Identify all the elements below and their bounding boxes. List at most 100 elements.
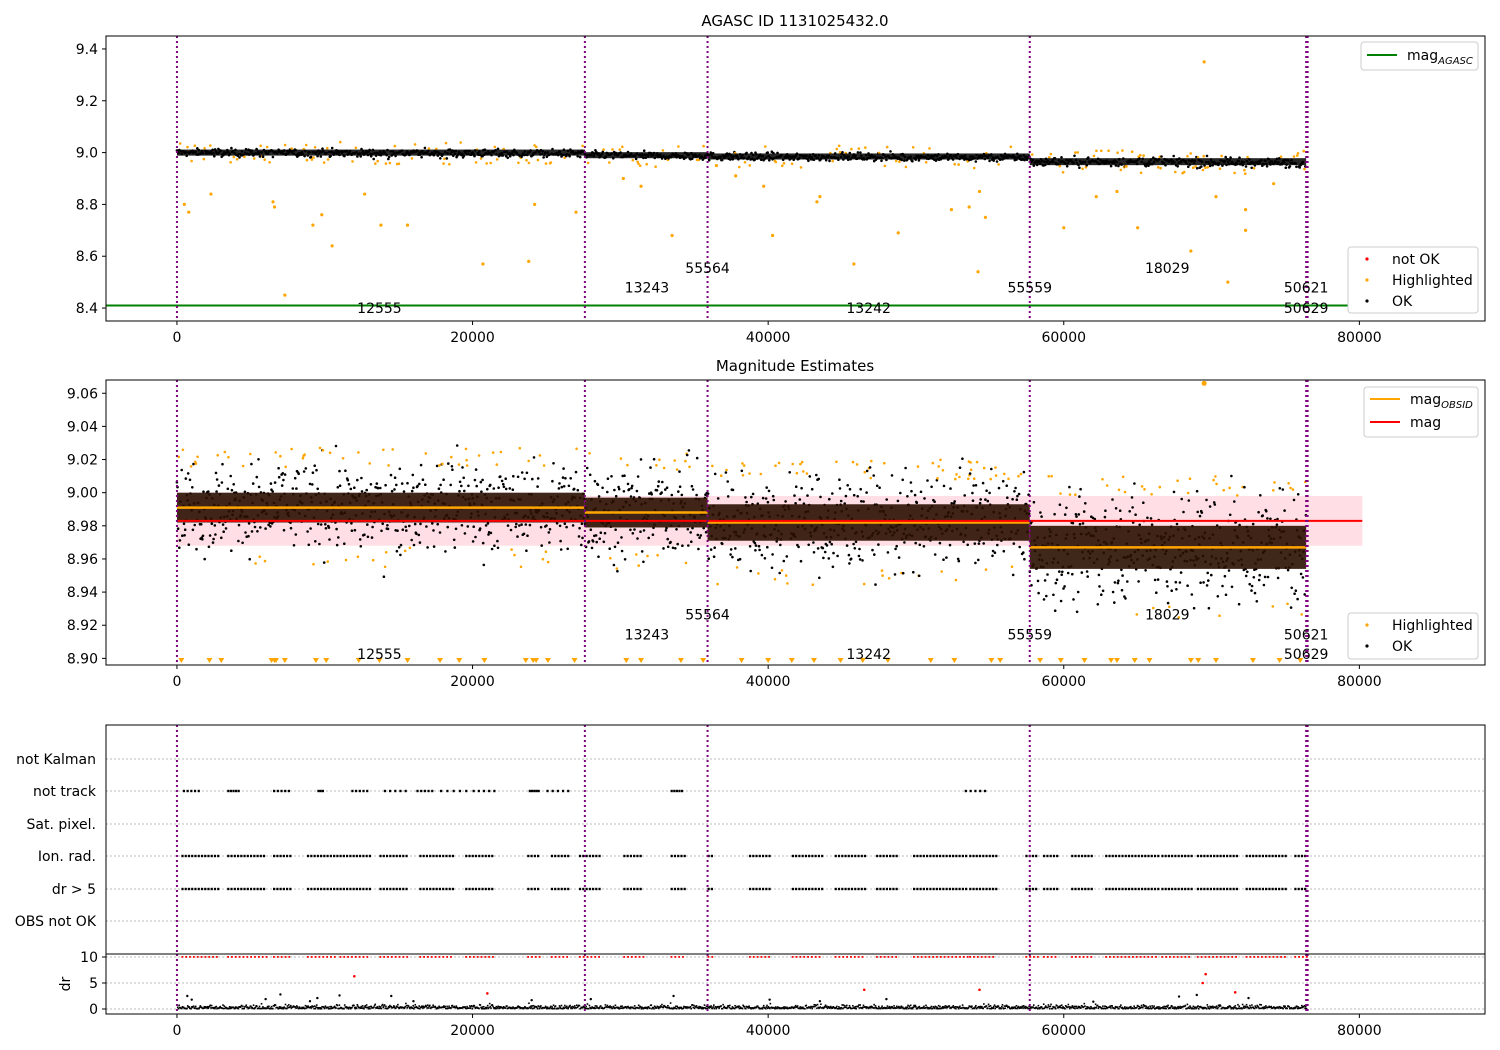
ok-point bbox=[195, 547, 198, 551]
dr-gt-5-point bbox=[313, 887, 316, 891]
dr-gt-5-point bbox=[1180, 887, 1184, 891]
dr-gt-5-point bbox=[939, 887, 942, 891]
ok-point bbox=[1257, 578, 1261, 582]
highlighted-point bbox=[1143, 487, 1146, 491]
dr-gt-5-point bbox=[768, 887, 771, 891]
ok-point bbox=[264, 527, 267, 530]
highlighted-point bbox=[186, 145, 189, 149]
ok-point bbox=[816, 547, 820, 550]
ok-point bbox=[1165, 580, 1169, 583]
ion-rad-point bbox=[422, 854, 425, 858]
highlighted-point bbox=[1061, 171, 1065, 174]
highlighted-point bbox=[499, 450, 503, 454]
ok-point bbox=[849, 557, 853, 561]
ok-point bbox=[330, 146, 334, 150]
ok-point bbox=[1206, 571, 1209, 575]
highlighted-point bbox=[972, 477, 976, 481]
ok-point bbox=[972, 484, 975, 487]
ok-point bbox=[1149, 517, 1153, 520]
dr-gt-5-point bbox=[1271, 887, 1274, 891]
dr-point bbox=[327, 1006, 329, 1009]
ok-point bbox=[620, 536, 623, 539]
dr-gt-5-point bbox=[639, 887, 642, 891]
ok-point bbox=[1117, 164, 1120, 168]
highlighted-point bbox=[485, 162, 489, 165]
ok-point bbox=[212, 537, 215, 541]
highlighted-point bbox=[1100, 149, 1103, 153]
dr-gt-5-point bbox=[988, 887, 991, 891]
ok-point bbox=[399, 553, 402, 557]
ok-point bbox=[793, 494, 796, 497]
ok-point bbox=[1075, 515, 1078, 518]
dr-point bbox=[192, 1005, 195, 1008]
ok-point bbox=[482, 563, 486, 567]
ok-point bbox=[878, 486, 881, 490]
highlighted-point bbox=[1201, 380, 1207, 386]
ok-point bbox=[487, 533, 490, 536]
ok-point bbox=[567, 484, 571, 488]
dr-gt-5-point bbox=[814, 887, 817, 891]
ion-rad-point bbox=[857, 854, 860, 858]
ok-point bbox=[1104, 509, 1107, 512]
dr-gt-5-point bbox=[1190, 887, 1193, 891]
ok-point bbox=[1170, 589, 1173, 592]
ok-point bbox=[256, 530, 259, 533]
ok-point bbox=[214, 533, 217, 536]
x-tick-label: 60000 bbox=[1041, 330, 1086, 346]
ok-point bbox=[328, 538, 331, 541]
ok-point bbox=[201, 534, 205, 538]
ok-point bbox=[321, 147, 324, 150]
ok-point bbox=[1224, 593, 1228, 597]
ion-rad-point bbox=[1025, 854, 1028, 858]
dr-point bbox=[574, 1005, 576, 1007]
ok-point bbox=[1228, 513, 1232, 517]
not-track-point bbox=[537, 789, 540, 793]
ok-point bbox=[1042, 598, 1046, 601]
ok-point bbox=[1248, 582, 1251, 586]
dr-gt-5-point bbox=[1144, 887, 1147, 891]
ion-rad-point bbox=[554, 854, 557, 858]
highlighted-point bbox=[203, 147, 206, 150]
dr-gt-5-point bbox=[533, 887, 536, 891]
highlighted-point bbox=[518, 446, 522, 450]
highlighted-point bbox=[784, 574, 788, 577]
ok-point bbox=[1208, 164, 1212, 168]
highlighted-point bbox=[615, 567, 619, 570]
ok-point bbox=[450, 465, 454, 468]
ok-point bbox=[656, 484, 660, 488]
ok-point bbox=[639, 458, 643, 461]
ok-point bbox=[1180, 497, 1183, 501]
highlighted-point bbox=[1220, 154, 1223, 158]
ok-point bbox=[1018, 545, 1021, 549]
ion-rad-point bbox=[276, 854, 279, 858]
highlighted-point bbox=[196, 455, 199, 459]
dr-point bbox=[560, 1004, 563, 1007]
dr-point bbox=[381, 1003, 384, 1006]
ok-point bbox=[933, 500, 936, 504]
mid-title: Magnitude Estimates bbox=[716, 357, 874, 375]
ok-point bbox=[674, 547, 677, 550]
dr-point bbox=[653, 1007, 655, 1010]
ion-rad-point bbox=[850, 854, 854, 858]
ok-point bbox=[1207, 606, 1211, 610]
dr-gt-5-point bbox=[1161, 887, 1164, 891]
ion-rad-point bbox=[1300, 854, 1304, 858]
ok-point bbox=[1059, 599, 1063, 603]
ion-rad-point bbox=[246, 854, 249, 858]
highlighted-point bbox=[1273, 481, 1276, 484]
dr-gt-5-point bbox=[879, 887, 882, 891]
highlighted-point bbox=[815, 200, 819, 204]
highlighted-point bbox=[608, 161, 611, 164]
ok-point bbox=[629, 528, 632, 532]
highlighted-point bbox=[178, 142, 182, 145]
ok-point bbox=[215, 478, 219, 481]
not-track-point bbox=[321, 789, 324, 793]
ok-point bbox=[375, 482, 379, 485]
ok-point bbox=[318, 542, 321, 546]
ok-point bbox=[559, 548, 563, 551]
ok-point bbox=[1137, 580, 1140, 583]
ok-point bbox=[506, 156, 510, 160]
ion-rad-point bbox=[808, 854, 811, 858]
highlighted-point bbox=[1121, 149, 1124, 152]
ok-point bbox=[353, 486, 356, 490]
